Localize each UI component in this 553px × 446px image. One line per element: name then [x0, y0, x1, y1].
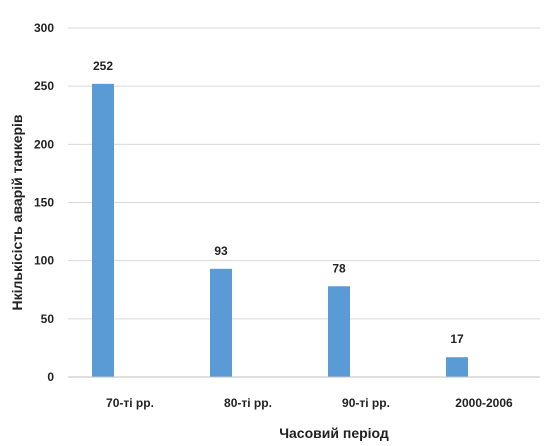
gridlines [68, 27, 540, 320]
x-axis-title: Часовий період [279, 425, 389, 441]
y-tick-label: 150 [34, 196, 54, 210]
y-tick-label: 300 [34, 21, 54, 35]
y-tick-label: 50 [41, 312, 55, 326]
bar [328, 286, 350, 377]
data-label: 78 [332, 261, 346, 275]
y-tick-label: 100 [34, 254, 54, 268]
x-category-label: 70-ті рр. [106, 396, 154, 410]
data-labels: 252 93 78 17 [93, 59, 464, 346]
x-category-label: 90-ті рр. [342, 396, 390, 410]
bars [92, 83, 468, 377]
y-axis-title: Нкількісість аварій танкерів [9, 114, 25, 310]
x-axis-categories: 70-ті рр. 80-ті рр. 90-ті рр. 2000-2006 [106, 396, 513, 410]
data-label: 252 [93, 59, 113, 73]
y-tick-label: 250 [34, 79, 54, 93]
x-category-label: 80-ті рр. [224, 396, 272, 410]
x-category-label: 2000-2006 [455, 396, 513, 410]
bar [446, 357, 468, 377]
data-label: 93 [214, 244, 228, 258]
bar [92, 83, 114, 377]
y-tick-label: 0 [47, 370, 54, 384]
data-label: 17 [450, 332, 464, 346]
bar [210, 268, 232, 377]
y-tick-label: 200 [34, 137, 54, 151]
y-axis-ticks: 0 50 100 150 200 250 300 [34, 21, 54, 384]
